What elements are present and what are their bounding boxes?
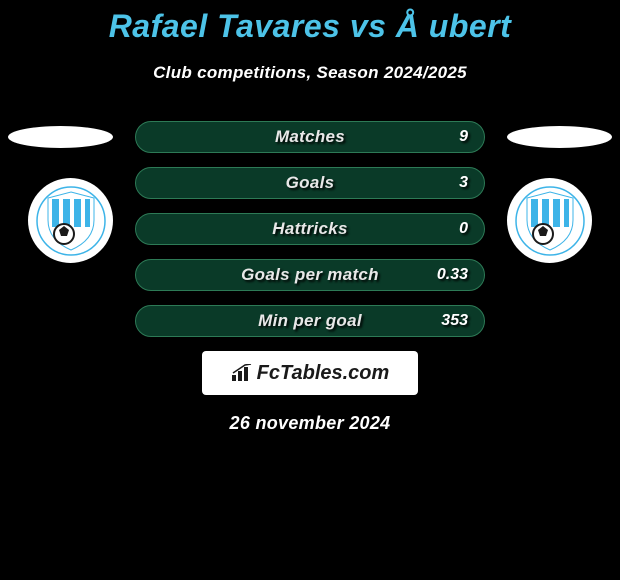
stat-row: Goals 3 [135,167,485,199]
page-title: Rafael Tavares vs Å ubert [0,0,620,45]
stat-value-right: 3 [459,174,468,192]
stat-row: Matches 9 [135,121,485,153]
stat-value-right: 353 [441,312,468,330]
stat-label: Goals [286,173,335,193]
subtitle: Club competitions, Season 2024/2025 [0,63,620,83]
chart-icon [231,364,253,382]
stats-table: Matches 9 Goals 3 Hattricks 0 Goals per … [135,121,485,337]
stat-value-right: 0 [459,220,468,238]
stat-label: Matches [275,127,345,147]
stat-label: Hattricks [272,219,347,239]
stat-label: Min per goal [258,311,362,331]
stat-label: Goals per match [241,265,379,285]
stat-row: Min per goal 353 [135,305,485,337]
shield-icon [515,186,585,256]
stat-row: Hattricks 0 [135,213,485,245]
source-logo: FcTables.com [202,351,418,395]
stat-value-right: 0.33 [437,266,468,284]
source-logo-text: FcTables.com [257,362,390,385]
club-badge-left [28,178,113,263]
club-badge-right [507,178,592,263]
stat-value-right: 9 [459,128,468,146]
player-ellipse-left [8,126,113,148]
date: 26 november 2024 [0,413,620,434]
stat-row: Goals per match 0.33 [135,259,485,291]
shield-icon [36,186,106,256]
player-ellipse-right [507,126,612,148]
